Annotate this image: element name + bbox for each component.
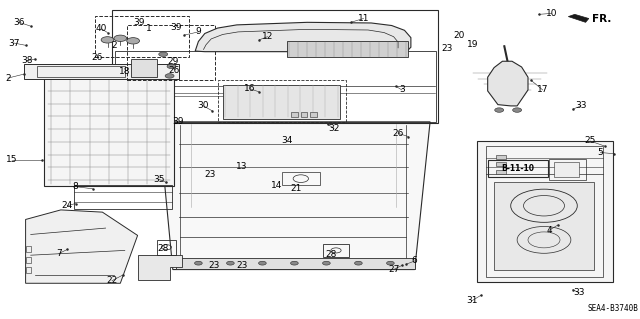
Text: 38: 38 — [21, 56, 33, 65]
Text: 3: 3 — [399, 85, 404, 94]
Text: 20: 20 — [454, 31, 465, 40]
Text: 19: 19 — [467, 40, 478, 48]
Text: 39: 39 — [134, 18, 145, 27]
Text: 13: 13 — [236, 162, 248, 171]
Text: 23: 23 — [209, 261, 220, 270]
Text: 26: 26 — [392, 129, 404, 138]
Circle shape — [513, 108, 522, 112]
Polygon shape — [26, 210, 138, 283]
Circle shape — [195, 261, 202, 265]
Text: 26: 26 — [92, 53, 103, 62]
Text: FR.: FR. — [592, 13, 611, 24]
Bar — [488, 160, 548, 177]
Text: 31: 31 — [467, 296, 478, 305]
Polygon shape — [568, 14, 589, 22]
Text: 34: 34 — [281, 137, 292, 145]
Polygon shape — [131, 59, 157, 77]
Bar — [496, 155, 506, 159]
Text: 5: 5 — [598, 148, 603, 157]
Text: B-11-10: B-11-10 — [501, 164, 534, 173]
Text: 11: 11 — [358, 14, 369, 23]
Polygon shape — [24, 64, 179, 79]
Circle shape — [114, 35, 127, 41]
Circle shape — [227, 261, 234, 265]
Polygon shape — [488, 61, 528, 106]
Text: 24: 24 — [61, 201, 73, 210]
Polygon shape — [44, 74, 174, 186]
Polygon shape — [287, 41, 408, 57]
Text: 23: 23 — [236, 261, 248, 270]
Text: 17: 17 — [537, 85, 548, 94]
Text: 16: 16 — [244, 84, 255, 93]
Circle shape — [259, 261, 266, 265]
Text: 18: 18 — [119, 67, 131, 76]
Circle shape — [127, 38, 140, 44]
Text: 15: 15 — [6, 155, 17, 164]
Text: 1: 1 — [146, 24, 151, 33]
Text: 26: 26 — [168, 66, 180, 75]
Text: 23: 23 — [204, 170, 216, 179]
Text: 4: 4 — [547, 226, 552, 235]
Text: SEA4-B3740B: SEA4-B3740B — [588, 304, 639, 313]
Polygon shape — [477, 141, 613, 282]
Text: 21: 21 — [290, 184, 301, 193]
Text: 28: 28 — [326, 250, 337, 259]
Text: 37: 37 — [8, 39, 20, 48]
Text: 7: 7 — [56, 249, 61, 258]
Text: 36: 36 — [13, 18, 25, 27]
Circle shape — [101, 37, 114, 43]
Text: 2: 2 — [111, 41, 116, 50]
Text: 22: 22 — [106, 276, 118, 285]
Bar — [291, 112, 298, 117]
Polygon shape — [494, 182, 594, 270]
Circle shape — [165, 74, 174, 78]
Bar — [496, 162, 506, 166]
Bar — [496, 170, 506, 174]
Text: 30: 30 — [198, 101, 209, 110]
Text: 25: 25 — [584, 137, 596, 145]
Polygon shape — [223, 85, 340, 119]
Circle shape — [387, 261, 394, 265]
Bar — [127, 25, 215, 80]
Circle shape — [167, 64, 176, 69]
Circle shape — [159, 52, 168, 56]
Bar — [301, 112, 307, 117]
Text: 39: 39 — [172, 117, 184, 126]
Text: 28: 28 — [157, 244, 169, 253]
Bar — [95, 16, 189, 57]
Text: 32: 32 — [328, 124, 340, 133]
Text: 33: 33 — [575, 101, 587, 110]
Text: 39: 39 — [170, 23, 182, 32]
Text: 35: 35 — [153, 175, 164, 184]
Text: 10: 10 — [546, 9, 557, 18]
Text: 27: 27 — [388, 265, 399, 274]
Circle shape — [323, 261, 330, 265]
Polygon shape — [554, 162, 579, 177]
Polygon shape — [138, 255, 182, 280]
Polygon shape — [195, 22, 411, 52]
Bar — [310, 112, 317, 117]
Text: 33: 33 — [573, 288, 585, 297]
Polygon shape — [176, 258, 415, 269]
Polygon shape — [159, 122, 430, 270]
Text: 29: 29 — [167, 57, 179, 66]
Text: 6: 6 — [412, 256, 417, 265]
Text: 14: 14 — [271, 181, 282, 190]
Circle shape — [291, 261, 298, 265]
Text: 23: 23 — [441, 44, 452, 53]
Circle shape — [495, 108, 504, 112]
Bar — [218, 80, 346, 122]
Text: 40: 40 — [95, 24, 107, 33]
Text: 9: 9 — [196, 27, 201, 36]
Text: 8: 8 — [73, 182, 78, 191]
Circle shape — [355, 261, 362, 265]
Text: 2: 2 — [5, 74, 10, 83]
Text: 12: 12 — [262, 32, 273, 41]
